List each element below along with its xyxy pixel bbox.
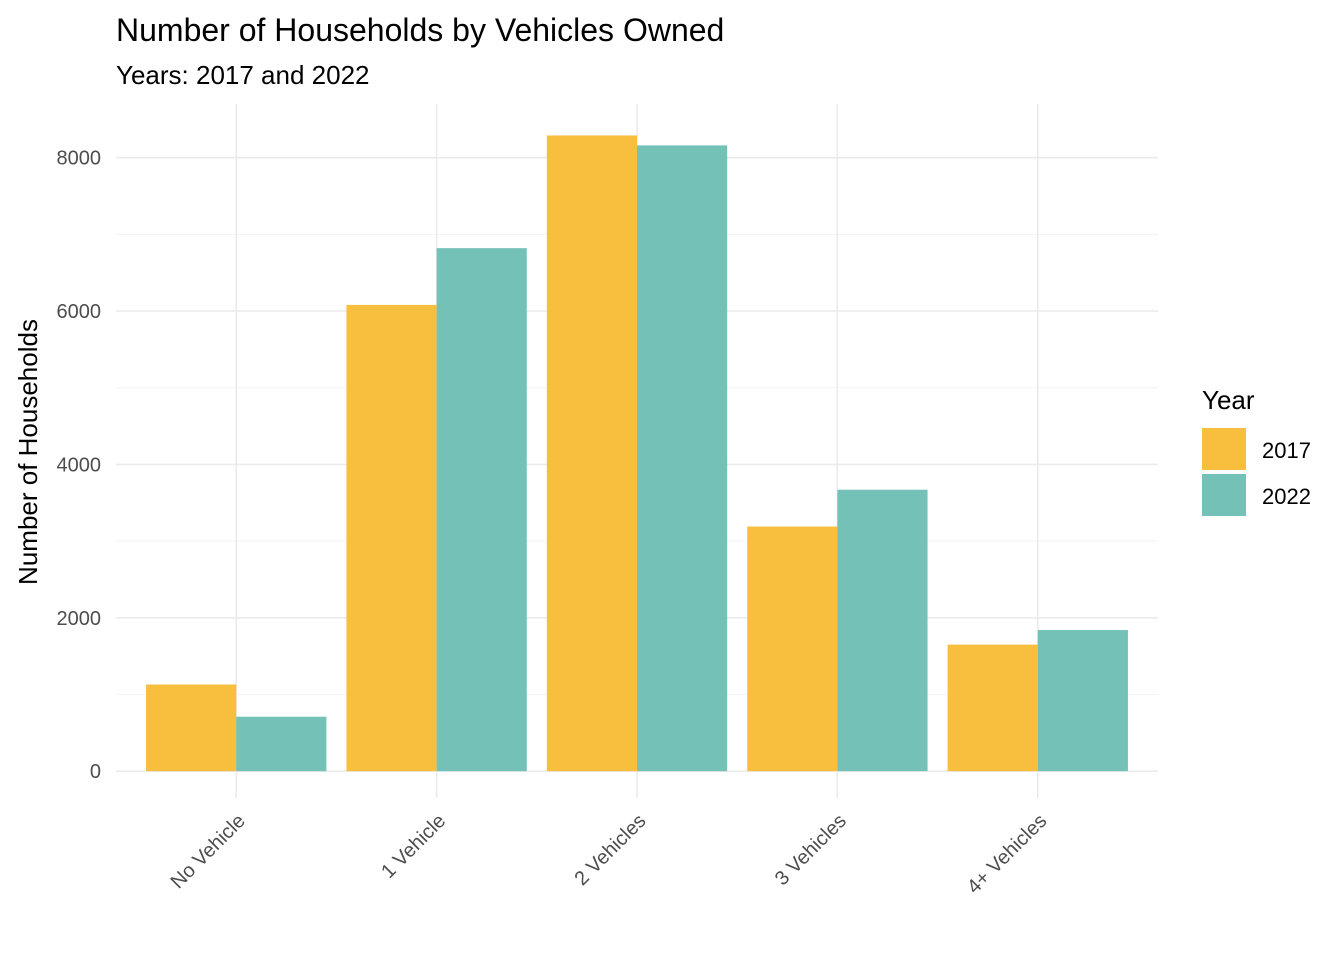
- bar-2017-no-vehicle: [146, 684, 237, 772]
- y-axis-tick-labels: 0 2000 4000 6000 8000: [57, 148, 102, 783]
- y-tick-label: 6000: [57, 301, 102, 323]
- y-axis-title: Number of Households: [13, 319, 43, 585]
- bar-2017-1-vehicle: [346, 304, 437, 772]
- x-tick-label: 4+ Vehicles: [963, 810, 1051, 898]
- bar-2022-4-vehicles: [1037, 630, 1128, 772]
- chart-title: Number of Households by Vehicles Owned: [116, 12, 724, 48]
- legend-swatch-2017: [1202, 428, 1246, 470]
- x-tick-label: No Vehicle: [167, 810, 250, 893]
- x-tick-label: 3 Vehicles: [771, 810, 851, 890]
- bar-2017-2-vehicles: [546, 135, 637, 772]
- bar-2022-1-vehicle: [436, 248, 527, 772]
- legend-label-2017: 2017: [1262, 438, 1311, 463]
- bar-2017-3-vehicles: [747, 526, 838, 772]
- legend-swatch-2022: [1202, 474, 1246, 516]
- chart-subtitle: Years: 2017 and 2022: [116, 60, 370, 90]
- bar-2022-no-vehicle: [236, 716, 327, 772]
- legend-label-2022: 2022: [1262, 484, 1311, 509]
- bar-2022-2-vehicles: [637, 145, 728, 772]
- x-tick-label: 2 Vehicles: [571, 810, 651, 890]
- y-tick-label: 0: [90, 761, 101, 783]
- y-tick-label: 4000: [57, 454, 102, 476]
- bar-2022-3-vehicles: [837, 489, 928, 772]
- x-tick-label: 1 Vehicle: [377, 810, 450, 883]
- y-tick-label: 2000: [57, 608, 102, 630]
- x-axis-tick-labels: No Vehicle 1 Vehicle 2 Vehicles 3 Vehicles 4…: [167, 810, 1052, 898]
- bar-2017-4-vehicles: [947, 644, 1038, 772]
- legend: Year 2017 2022: [1202, 385, 1311, 516]
- y-tick-label: 8000: [57, 148, 102, 170]
- bars: [146, 135, 1128, 772]
- legend-title: Year: [1202, 385, 1255, 415]
